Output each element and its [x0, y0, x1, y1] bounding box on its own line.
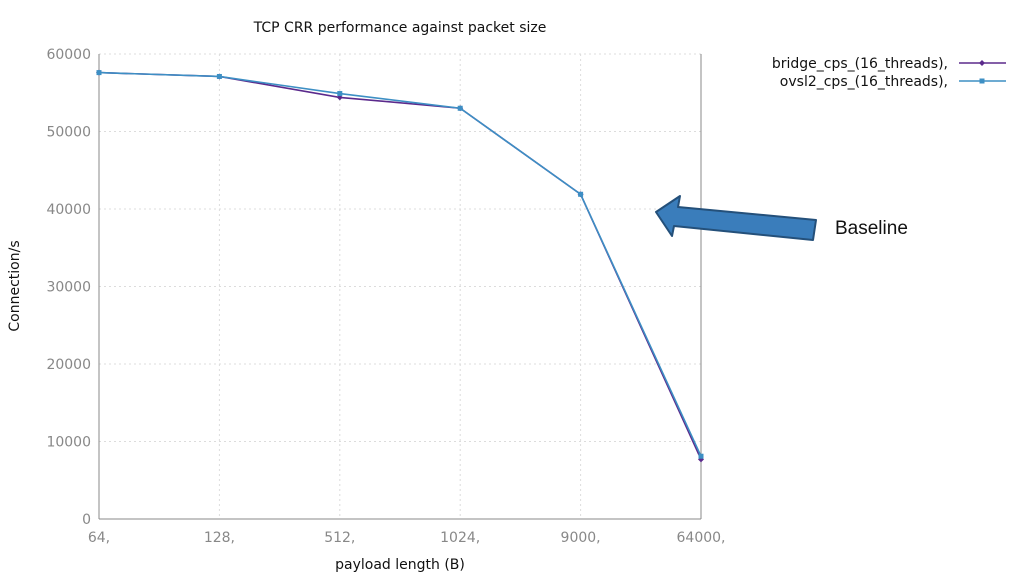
data-point [337, 91, 343, 97]
chart-title: TCP CRR performance against packet size [253, 20, 547, 36]
x-tick-label: 64000, [677, 530, 726, 546]
x-tick-label: 9000, [561, 530, 601, 546]
y-tick-label: 50000 [46, 125, 91, 141]
x-tick-label: 512, [324, 530, 355, 546]
baseline-annotation: Baseline [655, 195, 908, 241]
legend-label: ovsl2_cps_(16_threads), [780, 74, 948, 90]
grid [99, 53, 701, 519]
data-point [698, 453, 704, 459]
legend-marker [979, 78, 985, 84]
data-point [578, 191, 584, 197]
axes [98, 54, 702, 520]
data-point [216, 73, 222, 79]
x-tick-labels: 64, 128, 512, 1024, 9000, 64000, [88, 530, 726, 546]
series-1 [96, 70, 704, 459]
x-tick-label: 64, [88, 530, 110, 546]
series-line [98, 71, 702, 457]
y-tick-label: 40000 [46, 202, 91, 218]
baseline-arrow [655, 195, 817, 241]
y-tick-label: 60000 [46, 47, 91, 63]
y-tick-label: 10000 [46, 435, 91, 451]
legend-marker [979, 60, 985, 66]
y-tick-label: 0 [82, 512, 91, 528]
data-point [96, 70, 102, 76]
x-tick-label: 128, [204, 530, 235, 546]
series-line [98, 71, 702, 460]
y-tick-label: 20000 [46, 357, 91, 373]
x-axis-label: payload length (B) [335, 557, 465, 573]
y-axis-label: Connection/s [7, 240, 23, 331]
baseline-label: Baseline [835, 218, 908, 239]
x-tick-label: 1024, [440, 530, 480, 546]
y-tick-labels: 0 10000 20000 30000 40000 50000 60000 [46, 47, 91, 528]
y-tick-label: 30000 [46, 280, 91, 296]
legend-label: bridge_cps_(16_threads), [772, 56, 948, 72]
legend: bridge_cps_(16_threads), ovsl2_cps_(16_th… [772, 56, 1006, 90]
series-layer [96, 69, 704, 463]
data-point [457, 105, 463, 111]
